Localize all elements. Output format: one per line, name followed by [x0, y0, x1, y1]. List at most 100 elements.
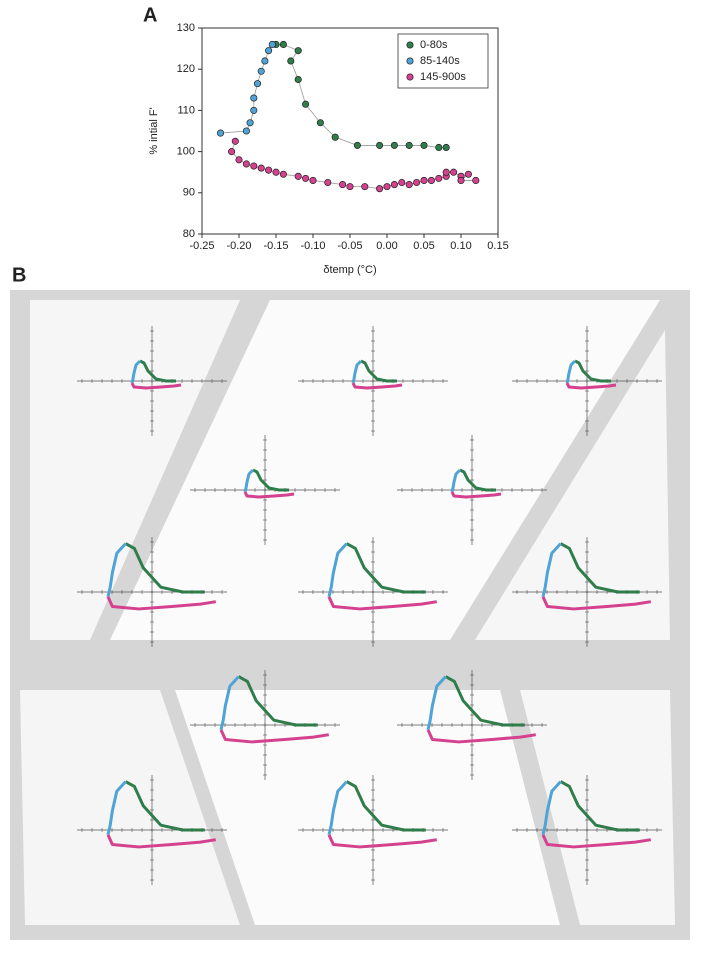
mini-trajectory [360, 359, 397, 383]
leaf-image [10, 290, 690, 940]
data-point [265, 47, 273, 55]
y-tick-label: 130 [177, 22, 195, 34]
data-point [472, 176, 480, 184]
mini-trajectory [106, 780, 127, 836]
mini-trajectory [237, 675, 318, 727]
data-point [253, 80, 262, 88]
data-point [398, 178, 406, 187]
mini-trajectory [139, 359, 176, 383]
data-point [450, 168, 458, 176]
trajectory-line [220, 44, 273, 134]
mini-trajectory [106, 542, 127, 598]
data-point [464, 170, 472, 178]
data-point [420, 141, 428, 149]
data-point [302, 174, 310, 182]
data-point [261, 57, 269, 65]
y-tick-label: 120 [177, 63, 195, 75]
mini-trajectory [541, 834, 652, 849]
legend-label: 85-140s [420, 55, 460, 67]
leaf-region [20, 690, 240, 925]
data-point [442, 143, 450, 152]
mini-trajectory [327, 780, 348, 836]
data-point [294, 172, 302, 180]
data-point [279, 40, 287, 49]
data-point [331, 133, 339, 141]
data-point [216, 129, 225, 137]
scatter-plot: -0.25 -0.20 -0.15 -0.10 -0.05 0.00 0.05 0.10 0.1… [148, 22, 509, 276]
data-point [279, 170, 287, 178]
mini-trajectory [252, 468, 289, 492]
x-tick-label: -0.25 [189, 240, 214, 252]
mini-trajectory [106, 834, 217, 849]
x-tick-label: -0.20 [226, 240, 251, 252]
mini-trajectory [559, 542, 640, 594]
x-tick-label: 0.00 [376, 240, 397, 252]
x-tick-label: -0.15 [263, 240, 288, 252]
mini-trajectory [459, 468, 496, 492]
data-point [287, 57, 295, 65]
data-point [250, 94, 258, 102]
data-point [242, 160, 250, 168]
x-tick-label: 0.15 [487, 240, 508, 252]
data-point [361, 183, 369, 191]
leaf-region [30, 300, 240, 640]
leaf-region [520, 690, 675, 925]
mini-trajectory [565, 359, 577, 384]
mini-trajectory [345, 542, 426, 594]
data-point [383, 183, 391, 191]
data-point [435, 143, 443, 152]
mini-trajectory [219, 675, 240, 731]
data-point [302, 100, 310, 108]
mini-trajectory [327, 596, 438, 611]
legend-marker [406, 41, 414, 49]
mini-trajectory [130, 382, 182, 390]
data-point [457, 176, 465, 184]
data-point [272, 168, 280, 176]
data-point [390, 181, 398, 189]
mini-trajectory [574, 359, 611, 383]
data-point [346, 183, 354, 191]
data-point [353, 141, 361, 149]
data-point [265, 166, 273, 174]
data-point [413, 178, 421, 187]
data-point [246, 119, 254, 127]
leaf-region [475, 330, 670, 640]
y-tick-label: 90 [183, 187, 195, 199]
mini-trajectory [219, 729, 330, 744]
data-point [376, 141, 384, 149]
mini-trajectory [327, 542, 348, 598]
data-point [435, 174, 443, 182]
data-point [257, 67, 265, 75]
data-point [390, 141, 398, 149]
mini-trajectory [541, 780, 562, 836]
y-tick-label: 100 [177, 146, 195, 158]
mini-trajectory [444, 675, 525, 727]
data-point [442, 168, 450, 176]
legend-marker [406, 73, 414, 81]
data-point [294, 75, 302, 84]
data-point [231, 137, 239, 145]
mini-trajectory [541, 542, 562, 598]
mini-trajectory [351, 382, 403, 390]
data-point [250, 162, 258, 170]
data-point [316, 119, 324, 127]
mini-trajectory [345, 780, 426, 832]
y-tick-label: 80 [183, 228, 195, 240]
data-point [405, 141, 413, 149]
mini-trajectory [124, 780, 205, 832]
data-point [250, 106, 258, 114]
mini-trajectory [559, 780, 640, 832]
x-tick-label: 0.10 [450, 240, 471, 252]
x-tick-label: -0.10 [300, 240, 325, 252]
mini-trajectory [124, 542, 205, 594]
mini-trajectory [450, 491, 502, 499]
x-tick-label: -0.05 [337, 240, 362, 252]
mini-trajectory [327, 834, 438, 849]
data-point [235, 156, 243, 164]
data-point [405, 181, 413, 189]
mini-trajectory [541, 596, 652, 611]
mini-trajectory [106, 596, 217, 611]
x-axis-label: δtemp (°C) [323, 264, 376, 276]
legend-label: 145-900s [420, 71, 466, 83]
